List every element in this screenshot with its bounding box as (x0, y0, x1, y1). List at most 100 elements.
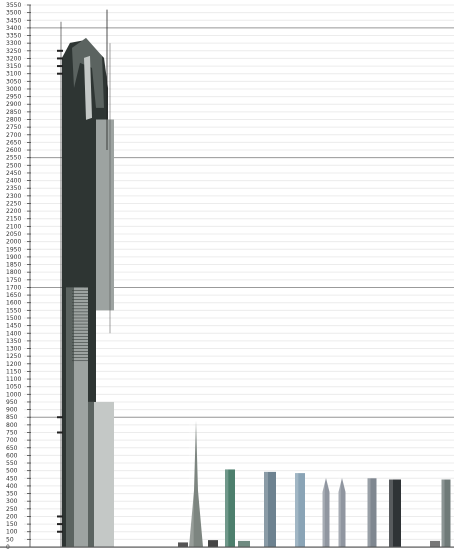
tick-label: 350 (6, 491, 18, 498)
tick-label: 2200 (6, 208, 21, 215)
tick-label: 2700 (6, 132, 21, 139)
mega-tower-base-shadow (88, 401, 94, 547)
tick-label: 1600 (6, 300, 21, 307)
tick-label: 3050 (6, 78, 21, 85)
tick-label: 2800 (6, 117, 21, 124)
tick-label: 1900 (6, 254, 21, 261)
tick-label: 50 (6, 536, 14, 543)
tick-label: 1350 (6, 338, 21, 345)
tick-label: 2000 (6, 239, 21, 246)
reference-tower-kk100 (441, 479, 451, 547)
tick-label: 3550 (6, 2, 21, 9)
reference-tower-petronas-tower-2 (338, 477, 346, 547)
tick-label: 2550 (6, 155, 21, 162)
mega-tower-fin (57, 530, 63, 533)
tick-label: 650 (6, 445, 18, 452)
reference-tower-petronas-tower-1 (322, 477, 330, 547)
mega-tower-crown (72, 37, 104, 108)
reference-tower-burj-khalifa (189, 420, 203, 547)
tick-label: 1650 (6, 292, 21, 299)
tick-label: 2150 (6, 216, 21, 223)
tick-label: 800 (6, 422, 18, 429)
tick-label: 850 (6, 414, 18, 421)
mega-tower-crown-highlight (84, 55, 92, 120)
tick-label: 950 (6, 399, 18, 406)
mega-tower-fin (57, 431, 63, 434)
tick-label: 3450 (6, 17, 21, 24)
mega-tower-fin (57, 416, 63, 419)
tick-label: 1500 (6, 315, 21, 322)
mega-tower-fin (57, 57, 63, 60)
reference-tower-taipei-101 (225, 469, 235, 547)
tick-label: 1700 (6, 284, 21, 291)
tick-label: 1050 (6, 384, 21, 391)
reference-tower-highlight (322, 477, 325, 547)
reference-tower-shanghai-world-financial-center (264, 471, 276, 547)
tick-label: 1450 (6, 323, 21, 330)
tick-label: 600 (6, 452, 18, 459)
tick-label: 2850 (6, 109, 21, 116)
tick-label: 1250 (6, 353, 21, 360)
mega-tower (57, 9, 114, 548)
tick-label: 2350 (6, 185, 21, 192)
tick-label: 100 (6, 529, 18, 536)
tick-label: 3500 (6, 10, 21, 17)
tick-label: 2900 (6, 101, 21, 108)
tick-label: 2750 (6, 124, 21, 131)
tick-label: 3200 (6, 55, 21, 62)
reference-tower-highlight (225, 469, 229, 547)
tick-label: 3400 (6, 25, 21, 32)
tick-label: 750 (6, 429, 18, 436)
reference-tower-willis-tower (389, 479, 401, 547)
tick-label: 2250 (6, 200, 21, 207)
tick-label: 400 (6, 483, 18, 490)
tick-label: 1550 (6, 307, 21, 314)
base-building (208, 540, 218, 547)
tick-label: 900 (6, 407, 18, 414)
tick-label: 2300 (6, 193, 21, 200)
height-scale-axis: 0501001502002503003504004505005506006507… (6, 2, 31, 550)
tick-label: 1750 (6, 277, 21, 284)
tick-label: 1800 (6, 269, 21, 276)
base-building (238, 540, 250, 547)
tick-label: 1150 (6, 368, 21, 375)
tick-label: 300 (6, 498, 18, 505)
tick-label: 2500 (6, 162, 21, 169)
tick-label: 1300 (6, 346, 21, 353)
tick-label: 700 (6, 437, 18, 444)
mega-tower-fin (57, 72, 63, 75)
tick-label: 2050 (6, 231, 21, 238)
tick-label: 1400 (6, 330, 21, 337)
ground-line (0, 546, 454, 548)
mega-tower-fin (57, 515, 63, 518)
base-building (178, 542, 188, 547)
reference-tower-zifeng-tower (367, 478, 377, 547)
base-building (430, 540, 440, 547)
mega-tower-middle-slab (96, 119, 114, 311)
tick-label: 2950 (6, 94, 21, 101)
tick-label: 3000 (6, 86, 21, 93)
reference-tower-highlight (389, 479, 393, 547)
reference-tower-highlight (295, 473, 299, 547)
tick-label: 2400 (6, 178, 21, 185)
mega-tower-fin (57, 523, 63, 526)
tick-label: 3350 (6, 33, 21, 40)
tick-label: 2600 (6, 147, 21, 154)
tick-label: 550 (6, 460, 18, 467)
tick-label: 200 (6, 513, 18, 520)
tick-label: 1000 (6, 391, 21, 398)
tick-label: 2100 (6, 223, 21, 230)
tick-label: 1850 (6, 262, 21, 269)
reference-tower-highlight (189, 420, 194, 547)
tick-label: 1950 (6, 246, 21, 253)
reference-tower-highlight (367, 478, 371, 547)
tick-label: 250 (6, 506, 18, 513)
reference-tower-international-commerce-centre (295, 473, 305, 547)
tick-label: 2650 (6, 139, 21, 146)
mega-tower-lower-shadow (66, 287, 74, 547)
tick-label: 3250 (6, 48, 21, 55)
tick-label: 150 (6, 521, 18, 528)
tick-label: 1200 (6, 361, 21, 368)
reference-tower-highlight (338, 477, 341, 547)
